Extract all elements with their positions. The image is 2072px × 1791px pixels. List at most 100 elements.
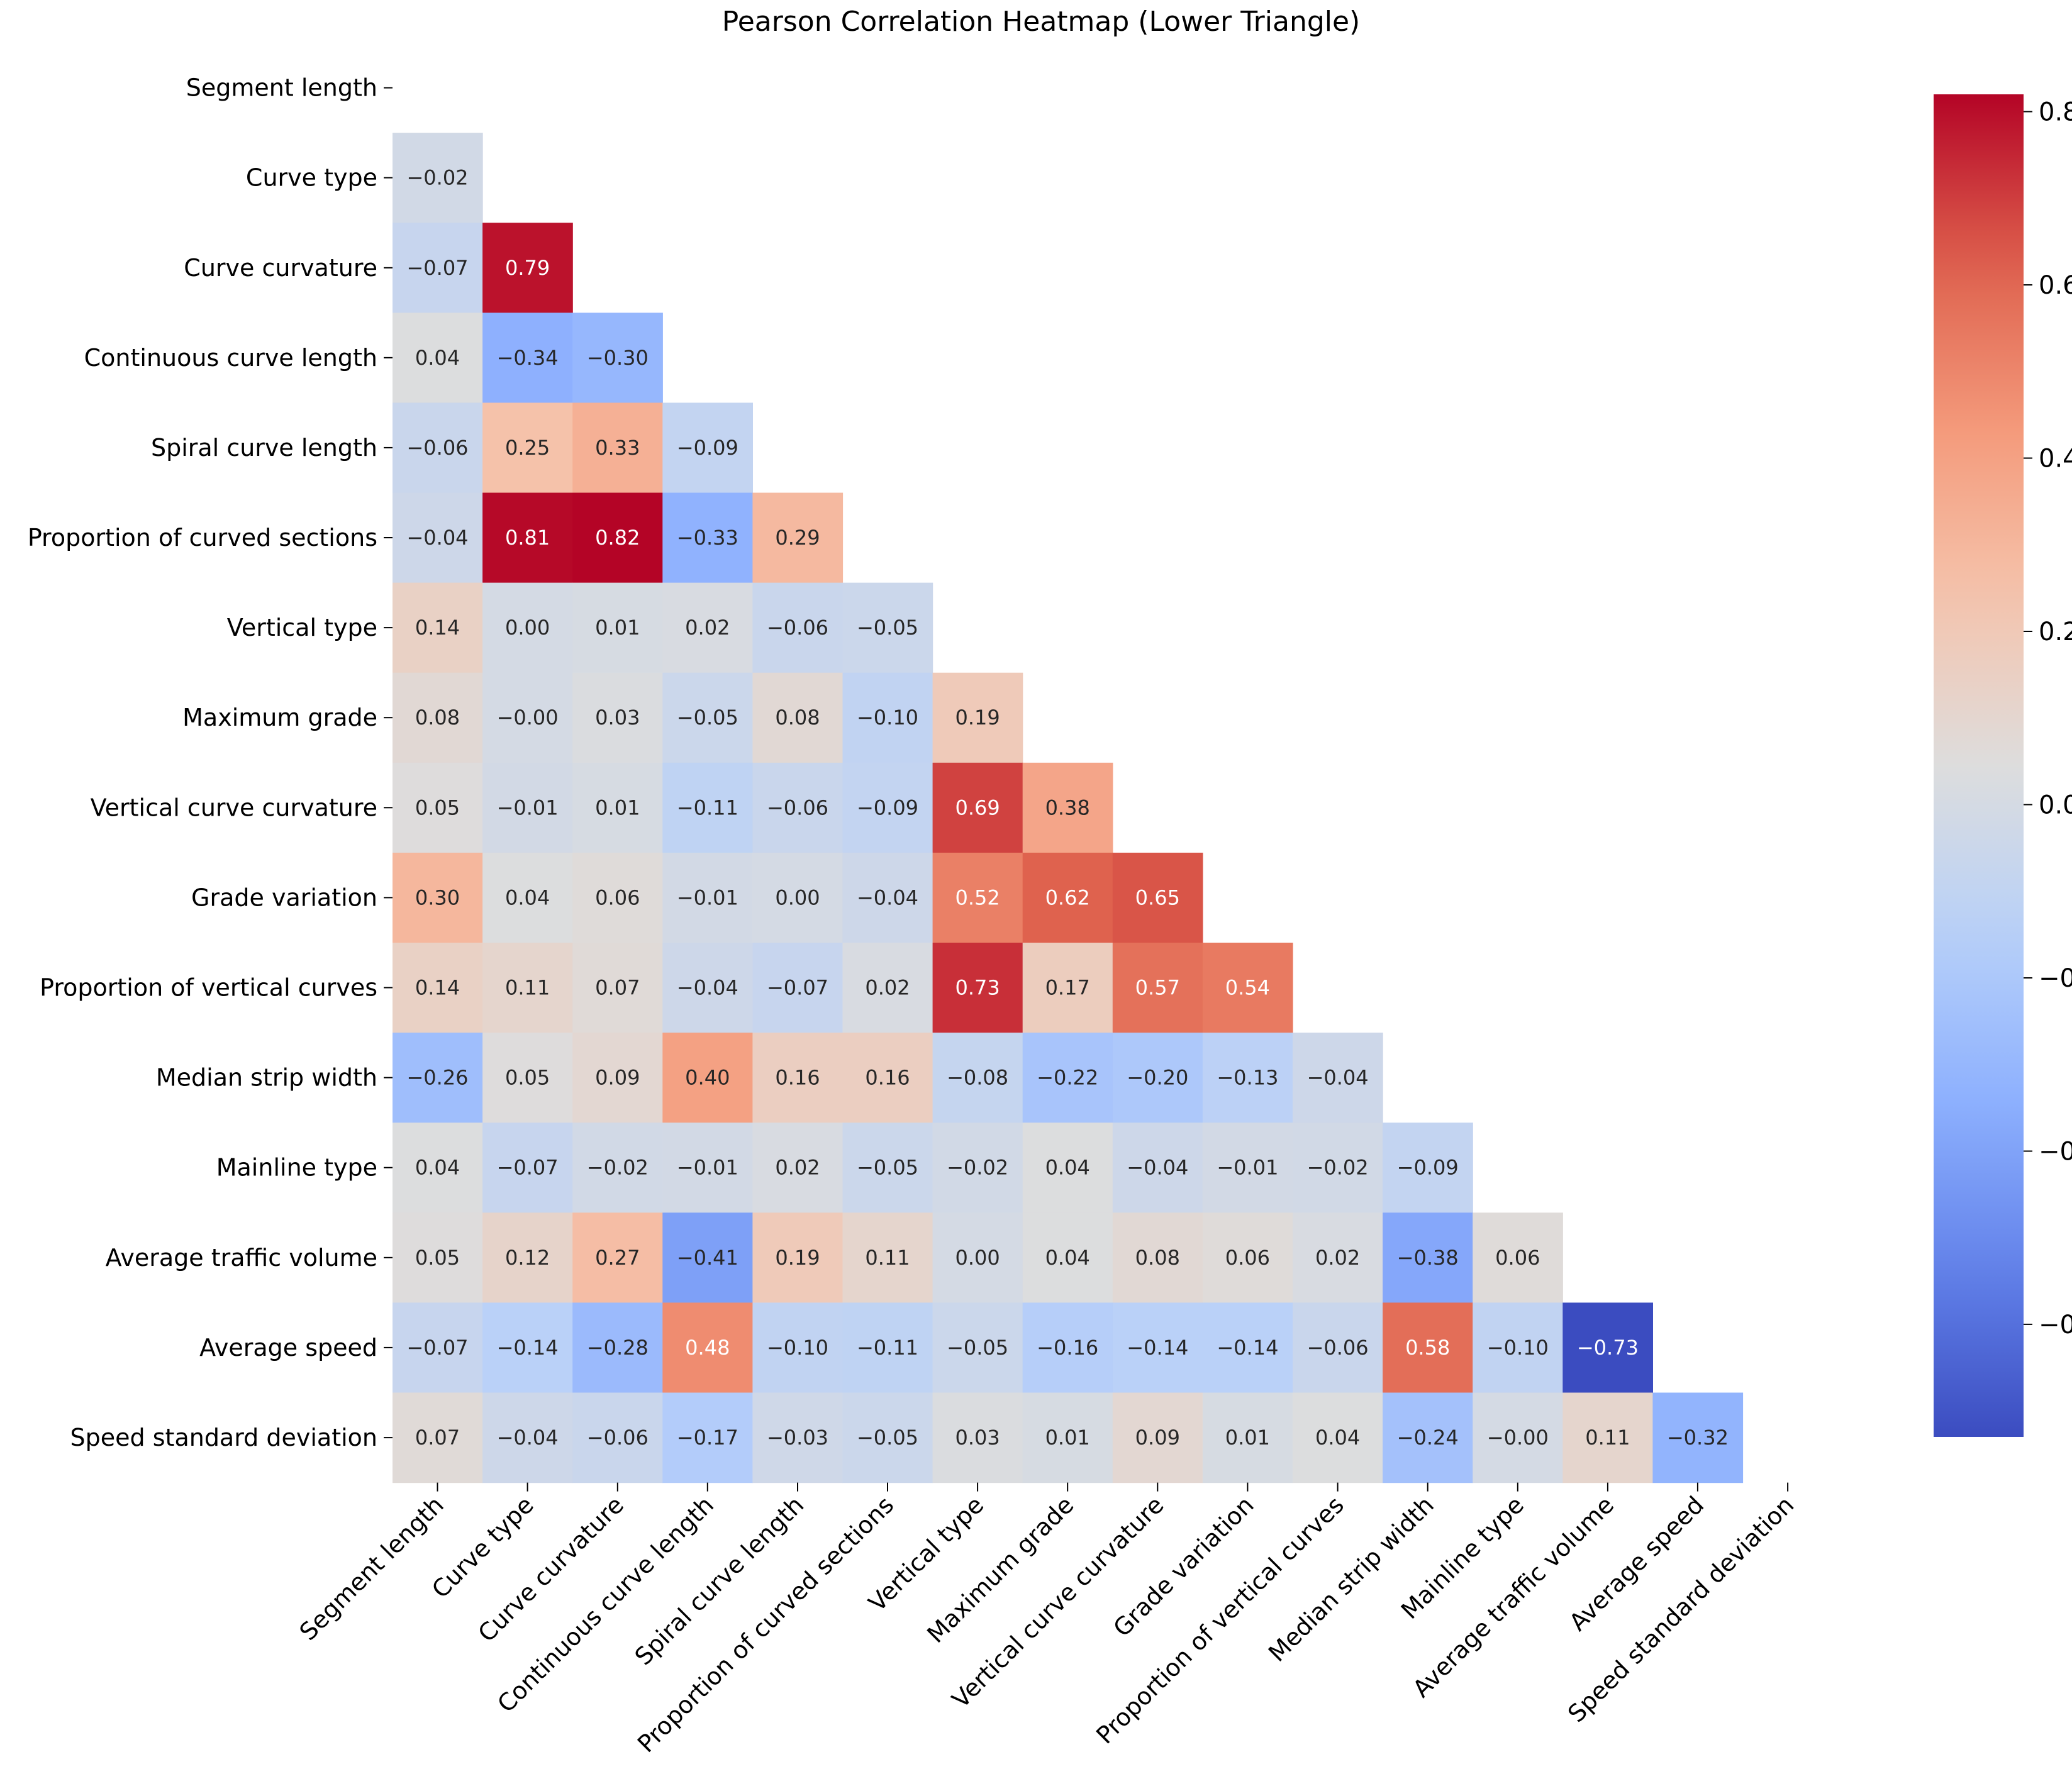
- cell-value-label: −0.04: [1127, 1156, 1188, 1180]
- cell-value-label: −0.34: [497, 346, 559, 370]
- cell-value-label: 0.03: [595, 706, 640, 729]
- cell-value-label: −0.01: [677, 885, 738, 909]
- heatmap-cell: [393, 1302, 483, 1394]
- cell-value-label: 0.14: [415, 976, 460, 1000]
- heatmap-cell: [1562, 1392, 1653, 1483]
- heatmap-cell: [1293, 1212, 1383, 1303]
- heatmap-cell: [1562, 1302, 1653, 1394]
- cell-value-label: 0.19: [955, 706, 1000, 729]
- chart-title: Pearson Correlation Heatmap (Lower Trian…: [722, 6, 1360, 38]
- heatmap-cell: [752, 1212, 844, 1303]
- heatmap-cell: [393, 1212, 483, 1303]
- heatmap-cell-labels: −0.02 −0.07 0.79 0.04 −0.34 −0.30 −0.06 0.25 0.3…: [406, 166, 1728, 1450]
- heatmap-cell: [842, 852, 933, 943]
- cell-value-label: 0.30: [415, 885, 460, 909]
- cell-value-label: −0.00: [1487, 1426, 1549, 1450]
- cell-value-label: 0.06: [595, 885, 640, 909]
- heatmap-cell: [752, 582, 844, 674]
- cell-value-label: −0.03: [767, 1426, 828, 1450]
- cell-value-label: −0.06: [587, 1426, 649, 1450]
- cell-value-label: 0.09: [595, 1066, 640, 1090]
- cell-value-label: 0.04: [1045, 1156, 1090, 1180]
- cell-value-label: 0.11: [865, 1246, 910, 1270]
- cell-value-label: −0.01: [677, 1156, 738, 1180]
- cell-value-label: −0.02: [406, 166, 468, 190]
- cell-value-label: 0.00: [775, 885, 820, 909]
- cell-value-label: 0.04: [1315, 1426, 1360, 1450]
- heatmap-cell: [1112, 852, 1203, 943]
- heatmap-cell: [932, 852, 1023, 943]
- heatmap-cell: [1202, 1212, 1293, 1303]
- cell-value-label: 0.01: [595, 796, 640, 819]
- cell-value-label: −0.32: [1667, 1426, 1729, 1450]
- cell-value-label: 0.05: [415, 1246, 460, 1270]
- heatmap-cell: [482, 1302, 573, 1394]
- cell-value-label: 0.02: [865, 976, 910, 1000]
- heatmap-cell: [482, 223, 573, 313]
- heatmap-cell: [752, 852, 844, 943]
- y-tick-label: Continuous curve length: [84, 344, 377, 372]
- heatmap-cell: [572, 313, 663, 403]
- cell-value-label: 0.16: [775, 1066, 820, 1090]
- cell-value-label: −0.14: [1217, 1336, 1278, 1360]
- heatmap-cell: [393, 582, 483, 674]
- cell-value-label: 0.08: [775, 706, 820, 729]
- y-tick-label: Mainline type: [216, 1154, 377, 1182]
- y-tick-label: Median strip width: [156, 1064, 377, 1092]
- cell-value-label: −0.10: [1487, 1336, 1549, 1360]
- cell-value-label: 0.58: [1405, 1336, 1450, 1360]
- heatmap-cell: [393, 852, 483, 943]
- cell-value-label: 0.04: [1045, 1246, 1090, 1270]
- cell-value-label: 0.48: [685, 1336, 730, 1360]
- heatmap-cell: [393, 1033, 483, 1123]
- cell-value-label: 0.04: [415, 1156, 460, 1180]
- heatmap-cell: [1112, 1212, 1203, 1303]
- heatmap-cell: [752, 1033, 844, 1123]
- cell-value-label: −0.30: [587, 346, 649, 370]
- cell-value-label: −0.06: [767, 616, 828, 640]
- heatmap-cell: [662, 1302, 753, 1394]
- cell-value-label: −0.20: [1127, 1066, 1188, 1090]
- heatmap-cell: [842, 1392, 933, 1483]
- cell-value-label: 0.00: [505, 616, 550, 640]
- y-tick-label: Vertical curve curvature: [91, 794, 377, 821]
- cell-value-label: −0.10: [857, 706, 918, 729]
- heatmap-cell: [1652, 1392, 1744, 1483]
- cell-value-label: 0.79: [505, 256, 550, 280]
- heatmap-cell: [662, 1033, 753, 1123]
- cell-value-label: 0.38: [1045, 796, 1090, 819]
- cell-value-label: 0.52: [955, 885, 1000, 909]
- heatmap-cell: [393, 943, 483, 1033]
- heatmap-cell: [842, 1302, 933, 1394]
- cell-value-label: 0.07: [415, 1426, 460, 1450]
- heatmap-cell: [752, 1392, 844, 1483]
- heatmap-cell: [393, 223, 483, 313]
- cell-value-label: 0.07: [595, 976, 640, 1000]
- cell-value-label: 0.14: [415, 616, 460, 640]
- heatmap-cell: [752, 943, 844, 1033]
- heatmap-cell: [482, 672, 573, 763]
- y-tick-label: Proportion of vertical curves: [40, 974, 377, 1002]
- cell-value-label: −0.05: [947, 1336, 1008, 1360]
- cell-value-label: 0.12: [505, 1246, 550, 1270]
- cell-value-label: −0.06: [1307, 1336, 1369, 1360]
- cell-value-label: −0.01: [497, 796, 559, 819]
- y-tick-label: Curve type: [246, 164, 377, 192]
- y-tick-label: Maximum grade: [182, 704, 377, 731]
- heatmap-cell: [842, 1033, 933, 1123]
- cell-value-label: 0.04: [415, 346, 460, 370]
- heatmap-cell: [1112, 1033, 1203, 1123]
- cell-value-label: −0.10: [767, 1336, 828, 1360]
- heatmap-cell: [1202, 1392, 1293, 1483]
- heatmap-cell: [393, 402, 483, 494]
- cell-value-label: −0.01: [1217, 1156, 1278, 1180]
- colorbar-tick-label: −0.2: [2039, 964, 2072, 993]
- cell-value-label: −0.11: [857, 1336, 918, 1360]
- heatmap-cell: [932, 1033, 1023, 1123]
- heatmap-cell: [1022, 1123, 1113, 1213]
- heatmap-cell: [1383, 1212, 1473, 1303]
- heatmap-cell: [662, 672, 753, 763]
- heatmap-cell: [662, 1212, 753, 1303]
- heatmap-cell: [393, 1123, 483, 1213]
